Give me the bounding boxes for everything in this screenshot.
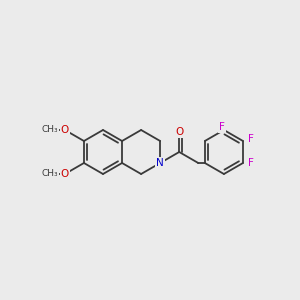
Text: CH₃: CH₃ bbox=[41, 169, 58, 178]
Text: F: F bbox=[248, 134, 254, 144]
Text: CH₃: CH₃ bbox=[41, 125, 58, 134]
Text: N: N bbox=[156, 158, 164, 168]
Text: O: O bbox=[61, 125, 69, 135]
Text: O: O bbox=[61, 169, 69, 179]
Text: O: O bbox=[175, 127, 183, 137]
Text: F: F bbox=[219, 122, 225, 132]
Text: F: F bbox=[248, 158, 254, 168]
